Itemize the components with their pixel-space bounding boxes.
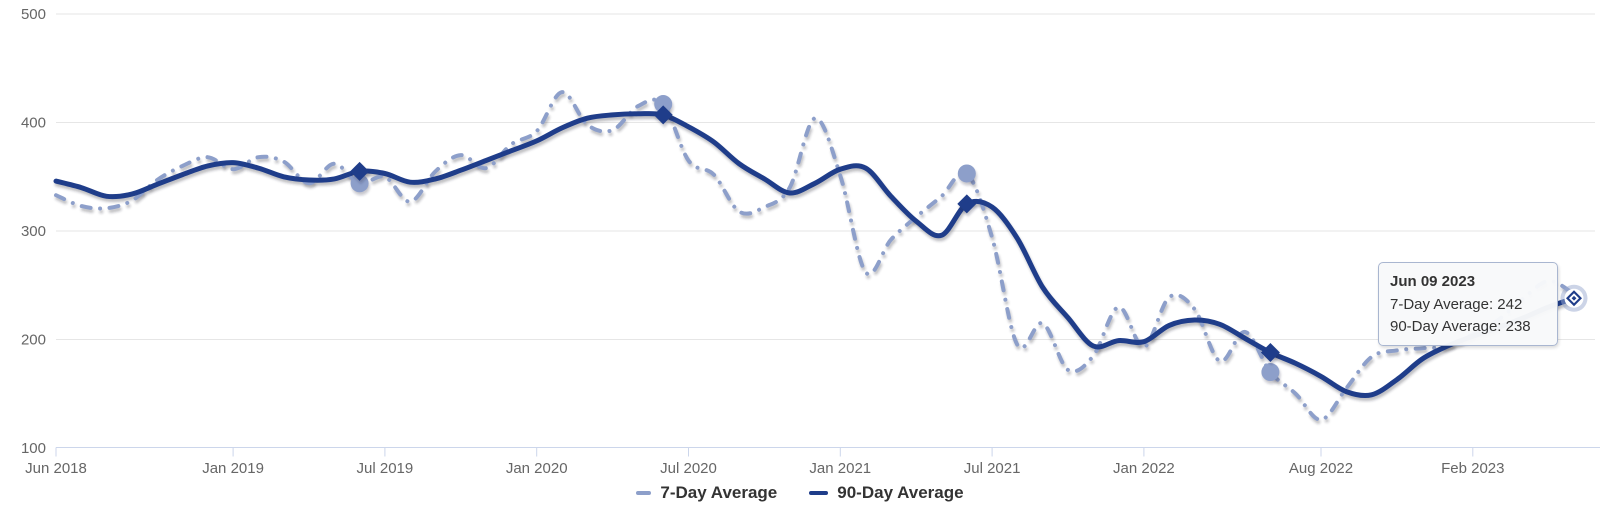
x-axis-label: Jan 2022: [1113, 460, 1175, 477]
legend-label-7day: 7-Day Average: [660, 483, 778, 502]
x-axis-label: Jun 2018: [25, 460, 87, 477]
y-axis-label: 100: [21, 440, 46, 457]
90day-annual-marker[interactable]: [1260, 343, 1280, 363]
90day-annual-marker[interactable]: [653, 105, 673, 125]
legend-label-90day: 90-Day Average: [837, 483, 964, 502]
x-axis-label: Aug 2022: [1289, 460, 1353, 477]
series-90day-line[interactable]: [53, 111, 1577, 399]
x-axis-label: Jan 2021: [809, 460, 871, 477]
x-axis-label: Jul 2019: [357, 460, 414, 477]
tooltip-90day-value: 90-Day Average: 238: [1390, 317, 1531, 335]
legend: 7-Day Average 90-Day Average: [0, 483, 1600, 503]
tooltip-7day-value: 7-Day Average: 242: [1390, 296, 1523, 314]
90day-annual-marker[interactable]: [350, 161, 370, 181]
legend-item-90day[interactable]: 90-Day Average: [809, 483, 964, 503]
7day-annual-marker[interactable]: [654, 95, 673, 114]
y-axis-label: 200: [21, 332, 46, 349]
7day-annual-marker[interactable]: [957, 164, 976, 183]
7day-series-swatch: [636, 491, 652, 495]
90day-series-swatch: [809, 491, 829, 495]
x-axis-label: Jan 2019: [202, 460, 264, 477]
x-axis-label: Jul 2020: [660, 460, 717, 477]
y-axis-label: 300: [21, 223, 46, 240]
x-axis-label: Jan 2020: [506, 460, 568, 477]
90day-line-shadow: [54, 114, 1578, 402]
90day-annual-marker[interactable]: [957, 194, 977, 214]
active-point-dot: [1571, 295, 1577, 301]
legend-item-7day[interactable]: 7-Day Average: [636, 483, 777, 503]
x-axis-label: Jul 2021: [964, 460, 1021, 477]
tooltip-date: Jun 09 2023: [1390, 273, 1476, 290]
tooltip: Jun 09 2023 7-Day Average: 242 90-Day Av…: [1378, 262, 1558, 346]
7day-annual-marker[interactable]: [1261, 363, 1280, 382]
y-axis-label: 400: [21, 115, 46, 132]
series-7day-line[interactable]: [54, 90, 1576, 422]
y-axis-label: 500: [21, 6, 46, 23]
7day-line-shadow: [55, 93, 1578, 425]
x-axis-label: Feb 2023: [1441, 460, 1504, 477]
